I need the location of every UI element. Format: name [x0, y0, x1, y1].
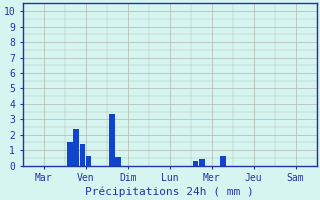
Bar: [116, 157, 121, 166]
Bar: [86, 156, 92, 166]
Bar: [67, 142, 73, 166]
X-axis label: Précipitations 24h ( mm ): Précipitations 24h ( mm ): [85, 186, 254, 197]
Bar: [199, 159, 205, 166]
Bar: [73, 129, 79, 166]
Bar: [109, 114, 115, 166]
Bar: [193, 161, 198, 166]
Bar: [220, 156, 226, 166]
Bar: [80, 144, 85, 166]
